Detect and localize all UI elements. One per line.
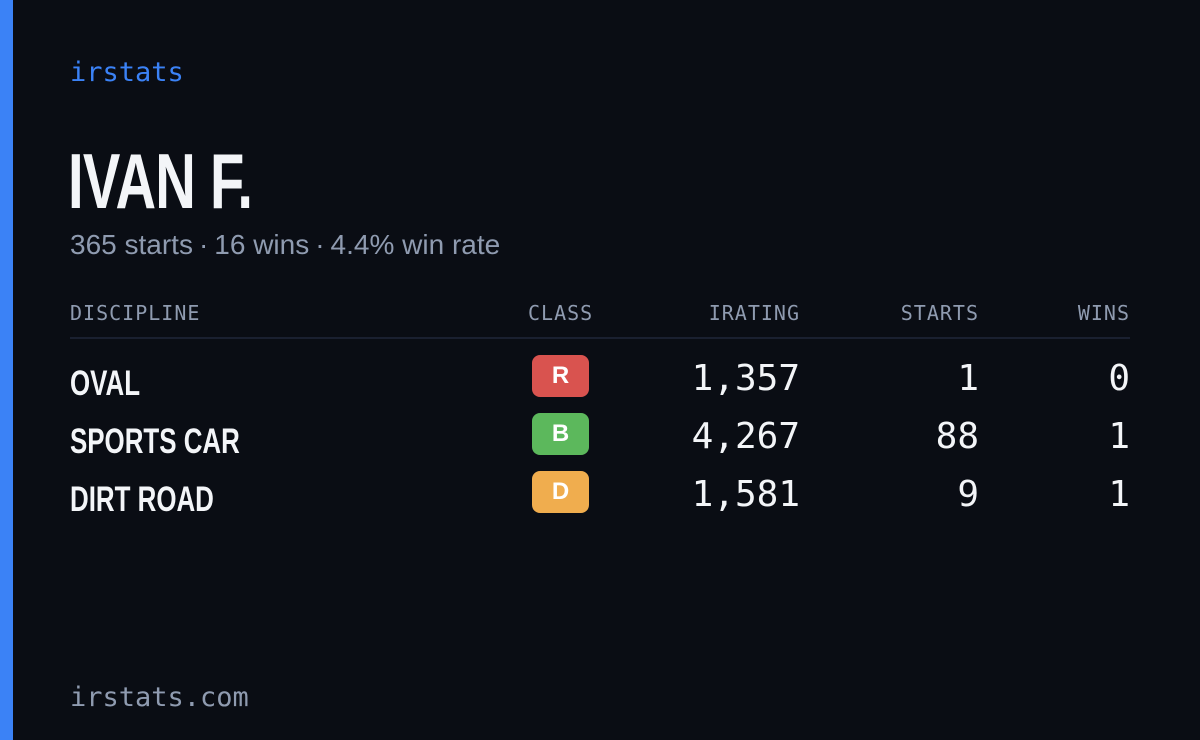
starts-summary: 365 starts <box>70 229 193 260</box>
table-row: SPORTS CAR B 4,267 88 1 <box>0 413 1200 463</box>
separator: · <box>315 229 325 260</box>
discipline-name: SPORTS CAR <box>70 422 240 461</box>
wins-value: 0 <box>1108 358 1130 399</box>
separator: · <box>198 229 209 260</box>
header-divider <box>70 337 1130 339</box>
class-badge: B <box>532 413 589 455</box>
winrate-summary: 4.4% win rate <box>330 229 501 260</box>
starts-value: 9 <box>957 474 979 515</box>
header-class: CLASS <box>528 301 594 325</box>
driver-summary: 365 starts · 16 wins · 4.4% win rate <box>70 228 500 262</box>
brand-label: irstats <box>70 57 184 88</box>
wins-summary: 16 wins <box>214 229 310 260</box>
table-row: DIRT ROAD D 1,581 9 1 <box>0 471 1200 521</box>
header-wins: WINS <box>1077 301 1130 325</box>
header-discipline: DISCIPLINE <box>70 301 201 325</box>
discipline-name: OVAL <box>70 364 141 403</box>
footer-url: irstats.com <box>70 682 249 713</box>
wins-value: 1 <box>1108 474 1130 515</box>
table-row: OVAL R 1,357 1 0 <box>0 355 1200 405</box>
starts-value: 1 <box>957 358 979 399</box>
class-badge: D <box>532 471 589 513</box>
discipline-name: DIRT ROAD <box>70 480 214 519</box>
accent-bar <box>0 0 13 740</box>
class-badge: R <box>532 355 589 397</box>
wins-value: 1 <box>1108 416 1130 457</box>
irating-value: 1,581 <box>691 474 800 515</box>
header-irating: IRATING <box>708 301 800 325</box>
driver-name: IVAN F. <box>68 137 253 225</box>
irating-value: 4,267 <box>691 416 800 457</box>
starts-value: 88 <box>935 416 979 457</box>
header-starts: STARTS <box>900 301 979 325</box>
irating-value: 1,357 <box>691 358 800 399</box>
